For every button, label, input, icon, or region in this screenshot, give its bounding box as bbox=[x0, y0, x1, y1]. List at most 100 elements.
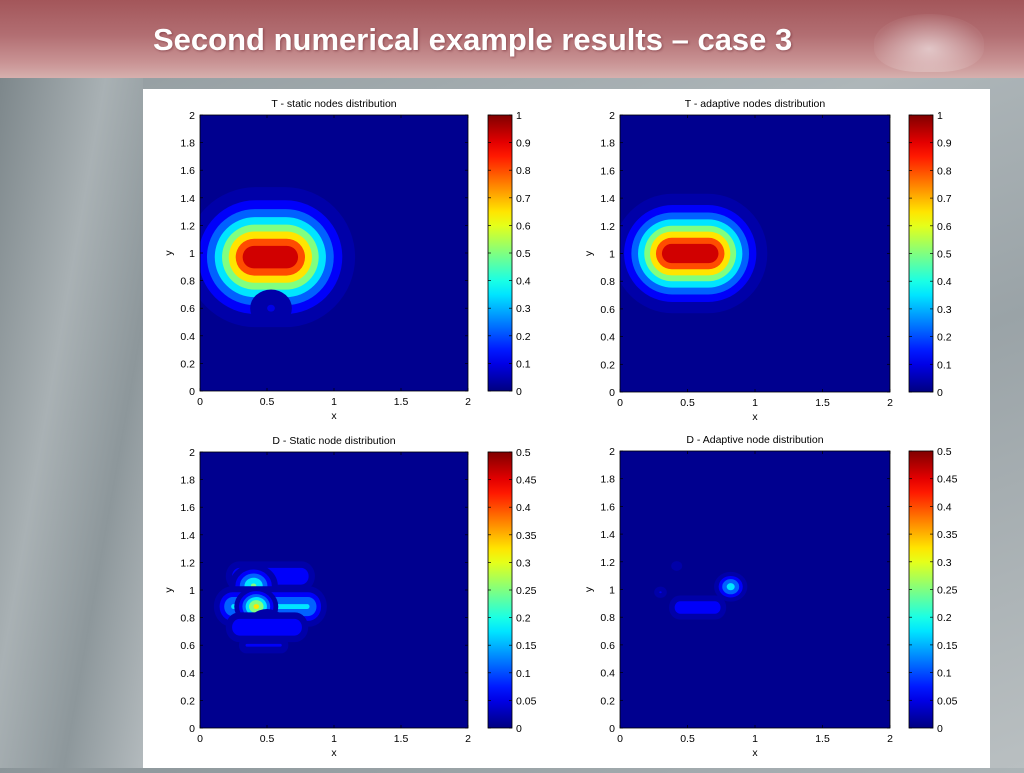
colorbar-tick-label: 0.05 bbox=[937, 695, 958, 707]
x-tick-label: 0 bbox=[197, 733, 203, 745]
y-tick-label: 0 bbox=[189, 723, 195, 735]
colorbar-tick-label: 0.7 bbox=[937, 193, 952, 205]
subplot-title: T - adaptive nodes distribution bbox=[685, 98, 826, 110]
colorbar-tick-label: 0.2 bbox=[937, 332, 952, 344]
colorbar-tick-label: 0.1 bbox=[516, 358, 531, 370]
colorbar-tick-label: 0.5 bbox=[516, 447, 531, 459]
y-tick-label: 1.2 bbox=[600, 557, 615, 569]
subplot-title: D - Static node distribution bbox=[272, 435, 395, 447]
y-tick-label: 1.4 bbox=[600, 529, 615, 541]
y-tick-label: 1.2 bbox=[180, 220, 195, 232]
subplot-title: T - static nodes distribution bbox=[271, 98, 396, 110]
y-tick-label: 0.8 bbox=[600, 612, 615, 624]
contour-fill-group bbox=[213, 561, 327, 654]
y-tick-label: 0.4 bbox=[600, 332, 615, 344]
y-tick-label: 1.8 bbox=[180, 475, 195, 487]
y-tick-label: 2 bbox=[189, 447, 195, 459]
contour-figure: T - static nodes distribution 0 0.5 1 1.5 2 x 0… bbox=[163, 98, 958, 759]
contour-band bbox=[726, 583, 735, 591]
colorbar-tick-label: 0.45 bbox=[937, 474, 958, 486]
y-tick-label: 2 bbox=[609, 446, 615, 458]
colorbar-tick-label: 0.5 bbox=[516, 248, 531, 260]
figure-panel: T - static nodes distribution 0 0.5 1 1.5 2 x 0… bbox=[143, 89, 990, 768]
y-tick-label: 1.6 bbox=[600, 165, 615, 177]
contour-band bbox=[661, 243, 719, 264]
y-tick-label: 1.8 bbox=[180, 138, 195, 150]
y-tick-label: 0.4 bbox=[180, 668, 195, 680]
water-splash-decoration bbox=[874, 14, 984, 72]
y-tick-label: 0.4 bbox=[180, 331, 195, 343]
colorbar-tick-label: 0.45 bbox=[516, 475, 537, 487]
colorbar-tick-label: 0.4 bbox=[516, 276, 531, 288]
colorbar-tick-label: 0 bbox=[937, 723, 943, 735]
x-axis-label: x bbox=[331, 410, 337, 422]
x-tick-label: 1.5 bbox=[815, 397, 830, 409]
colorbar-tick-label: 0.2 bbox=[516, 613, 531, 625]
colorbar-tick-label: 0.1 bbox=[516, 668, 531, 680]
x-tick-label: 1 bbox=[331, 733, 337, 745]
slide-title: Second numerical example results – case … bbox=[153, 22, 793, 57]
y-tick-label: 0.2 bbox=[180, 695, 195, 707]
colorbar-tick-label: 0.25 bbox=[516, 585, 537, 597]
y-tick-label: 0.8 bbox=[180, 613, 195, 625]
x-tick-label: 0.5 bbox=[260, 733, 275, 745]
x-tick-label: 1.5 bbox=[394, 396, 409, 408]
x-axis-label: x bbox=[331, 747, 337, 759]
contour-fill-group bbox=[654, 561, 748, 620]
y-tick-label: 0 bbox=[609, 387, 615, 399]
colorbar bbox=[487, 114, 513, 392]
colorbar-tick-label: 0.3 bbox=[516, 303, 531, 315]
y-tick-label: 0.6 bbox=[180, 303, 195, 315]
colorbar-tick-label: 0.8 bbox=[516, 165, 531, 177]
x-tick-label: 2 bbox=[465, 733, 471, 745]
contour-band bbox=[253, 604, 260, 610]
colorbar-tick-label: 0.05 bbox=[516, 695, 537, 707]
colorbar-tick-label: 0.2 bbox=[937, 612, 952, 624]
x-tick-label: 0.5 bbox=[260, 396, 275, 408]
x-tick-label: 0.5 bbox=[680, 733, 695, 745]
y-axis-label: y bbox=[163, 250, 175, 256]
y-tick-label: 0.4 bbox=[600, 668, 615, 680]
x-axis-label: x bbox=[752, 747, 758, 759]
y-tick-label: 0.6 bbox=[600, 304, 615, 316]
y-tick-label: 0.2 bbox=[600, 359, 615, 371]
subplot-4: D - Adaptive node distribution 0 0.5 1 1.5 2 x… bbox=[583, 434, 958, 759]
y-tick-label: 1.8 bbox=[600, 138, 615, 150]
colorbar bbox=[908, 450, 934, 729]
colorbar-tick-label: 0.8 bbox=[937, 165, 952, 177]
y-tick-label: 0.8 bbox=[180, 276, 195, 288]
header-band bbox=[0, 0, 1024, 78]
y-tick-label: 0.6 bbox=[180, 640, 195, 652]
colorbar-tick-label: 0.35 bbox=[937, 529, 958, 541]
x-tick-label: 0 bbox=[617, 733, 623, 745]
colorbar-tick-label: 1 bbox=[516, 110, 522, 122]
colorbar-tick-label: 0.25 bbox=[937, 585, 958, 597]
colorbar-tick-label: 0.3 bbox=[937, 304, 952, 316]
y-tick-label: 2 bbox=[609, 110, 615, 122]
colorbar-tick-label: 0 bbox=[516, 386, 522, 398]
y-tick-label: 1 bbox=[609, 585, 615, 597]
colorbar-tick-label: 0.15 bbox=[516, 640, 537, 652]
y-axis-label: y bbox=[163, 587, 175, 593]
y-tick-label: 1.4 bbox=[180, 193, 195, 205]
contour-band bbox=[671, 561, 683, 571]
x-tick-label: 0.5 bbox=[680, 397, 695, 409]
x-tick-label: 1 bbox=[752, 397, 758, 409]
contour-fill-group bbox=[200, 187, 356, 328]
y-axis-label: y bbox=[583, 586, 595, 592]
y-tick-label: 1.8 bbox=[600, 474, 615, 486]
contour-fill-group bbox=[620, 193, 768, 314]
colorbar-tick-label: 0.5 bbox=[937, 446, 952, 458]
x-tick-label: 0 bbox=[197, 396, 203, 408]
y-tick-label: 1.2 bbox=[600, 221, 615, 233]
colorbar-tick-label: 0.3 bbox=[937, 557, 952, 569]
y-tick-label: 1.6 bbox=[600, 501, 615, 513]
colorbar-tick-label: 0.5 bbox=[937, 249, 952, 261]
x-tick-label: 0 bbox=[617, 397, 623, 409]
colorbar-tick-label: 0.2 bbox=[516, 331, 531, 343]
y-tick-label: 0 bbox=[609, 723, 615, 735]
x-tick-label: 1.5 bbox=[815, 733, 830, 745]
colorbar-tick-label: 0.1 bbox=[937, 668, 952, 680]
y-tick-label: 0.2 bbox=[180, 358, 195, 370]
